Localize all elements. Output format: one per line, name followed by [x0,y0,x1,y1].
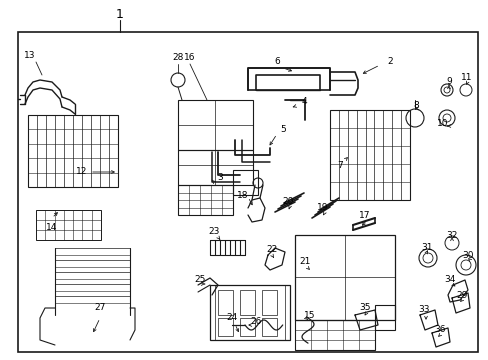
Bar [178,150,252,185]
Text: 14: 14 [46,224,58,233]
Bar [178,185,232,215]
Text: 10: 10 [436,118,448,127]
Text: 20: 20 [282,198,293,207]
Text: 29: 29 [455,291,467,300]
Text: 23: 23 [208,228,219,237]
Text: 7: 7 [336,161,342,170]
Text: 12: 12 [76,167,87,176]
Bar [262,290,276,315]
Bar [232,170,258,195]
Text: 9: 9 [445,77,451,86]
Text: 11: 11 [460,73,472,82]
Text: 33: 33 [417,306,429,315]
Text: 13: 13 [24,50,36,59]
Bar [18,32,477,352]
Text: 6: 6 [274,58,279,67]
Bar [215,285,285,340]
Text: 27: 27 [94,303,105,312]
Text: 18: 18 [237,190,248,199]
Text: 4: 4 [301,98,306,107]
Text: 30: 30 [461,251,473,260]
Text: 32: 32 [446,230,457,239]
Bar [218,290,232,315]
Text: 1: 1 [116,8,123,21]
Bar [178,100,252,150]
Text: 2: 2 [386,58,392,67]
Bar [209,285,289,340]
Text: 36: 36 [433,325,445,334]
Bar [294,235,394,320]
Bar [218,318,232,336]
Text: 19: 19 [317,203,328,212]
Bar [240,318,254,336]
Text: 21: 21 [299,257,310,266]
Bar [294,320,374,350]
Text: 31: 31 [420,243,432,252]
Text: 8: 8 [412,100,418,109]
Text: 24: 24 [226,314,237,323]
Text: 15: 15 [304,310,315,320]
Text: 3: 3 [217,174,223,183]
Bar [374,305,394,330]
Text: 25: 25 [194,275,205,284]
Bar [36,210,101,240]
Bar [28,115,118,187]
Text: 22: 22 [266,246,277,255]
Bar [240,290,254,315]
Text: 5: 5 [280,126,285,135]
Bar [329,110,409,200]
Text: 16: 16 [184,54,195,63]
Text: 26: 26 [250,318,261,327]
Text: 34: 34 [444,275,455,284]
Text: 28: 28 [172,54,183,63]
Text: 35: 35 [359,303,370,312]
Bar [262,318,276,336]
Text: 17: 17 [359,211,370,220]
